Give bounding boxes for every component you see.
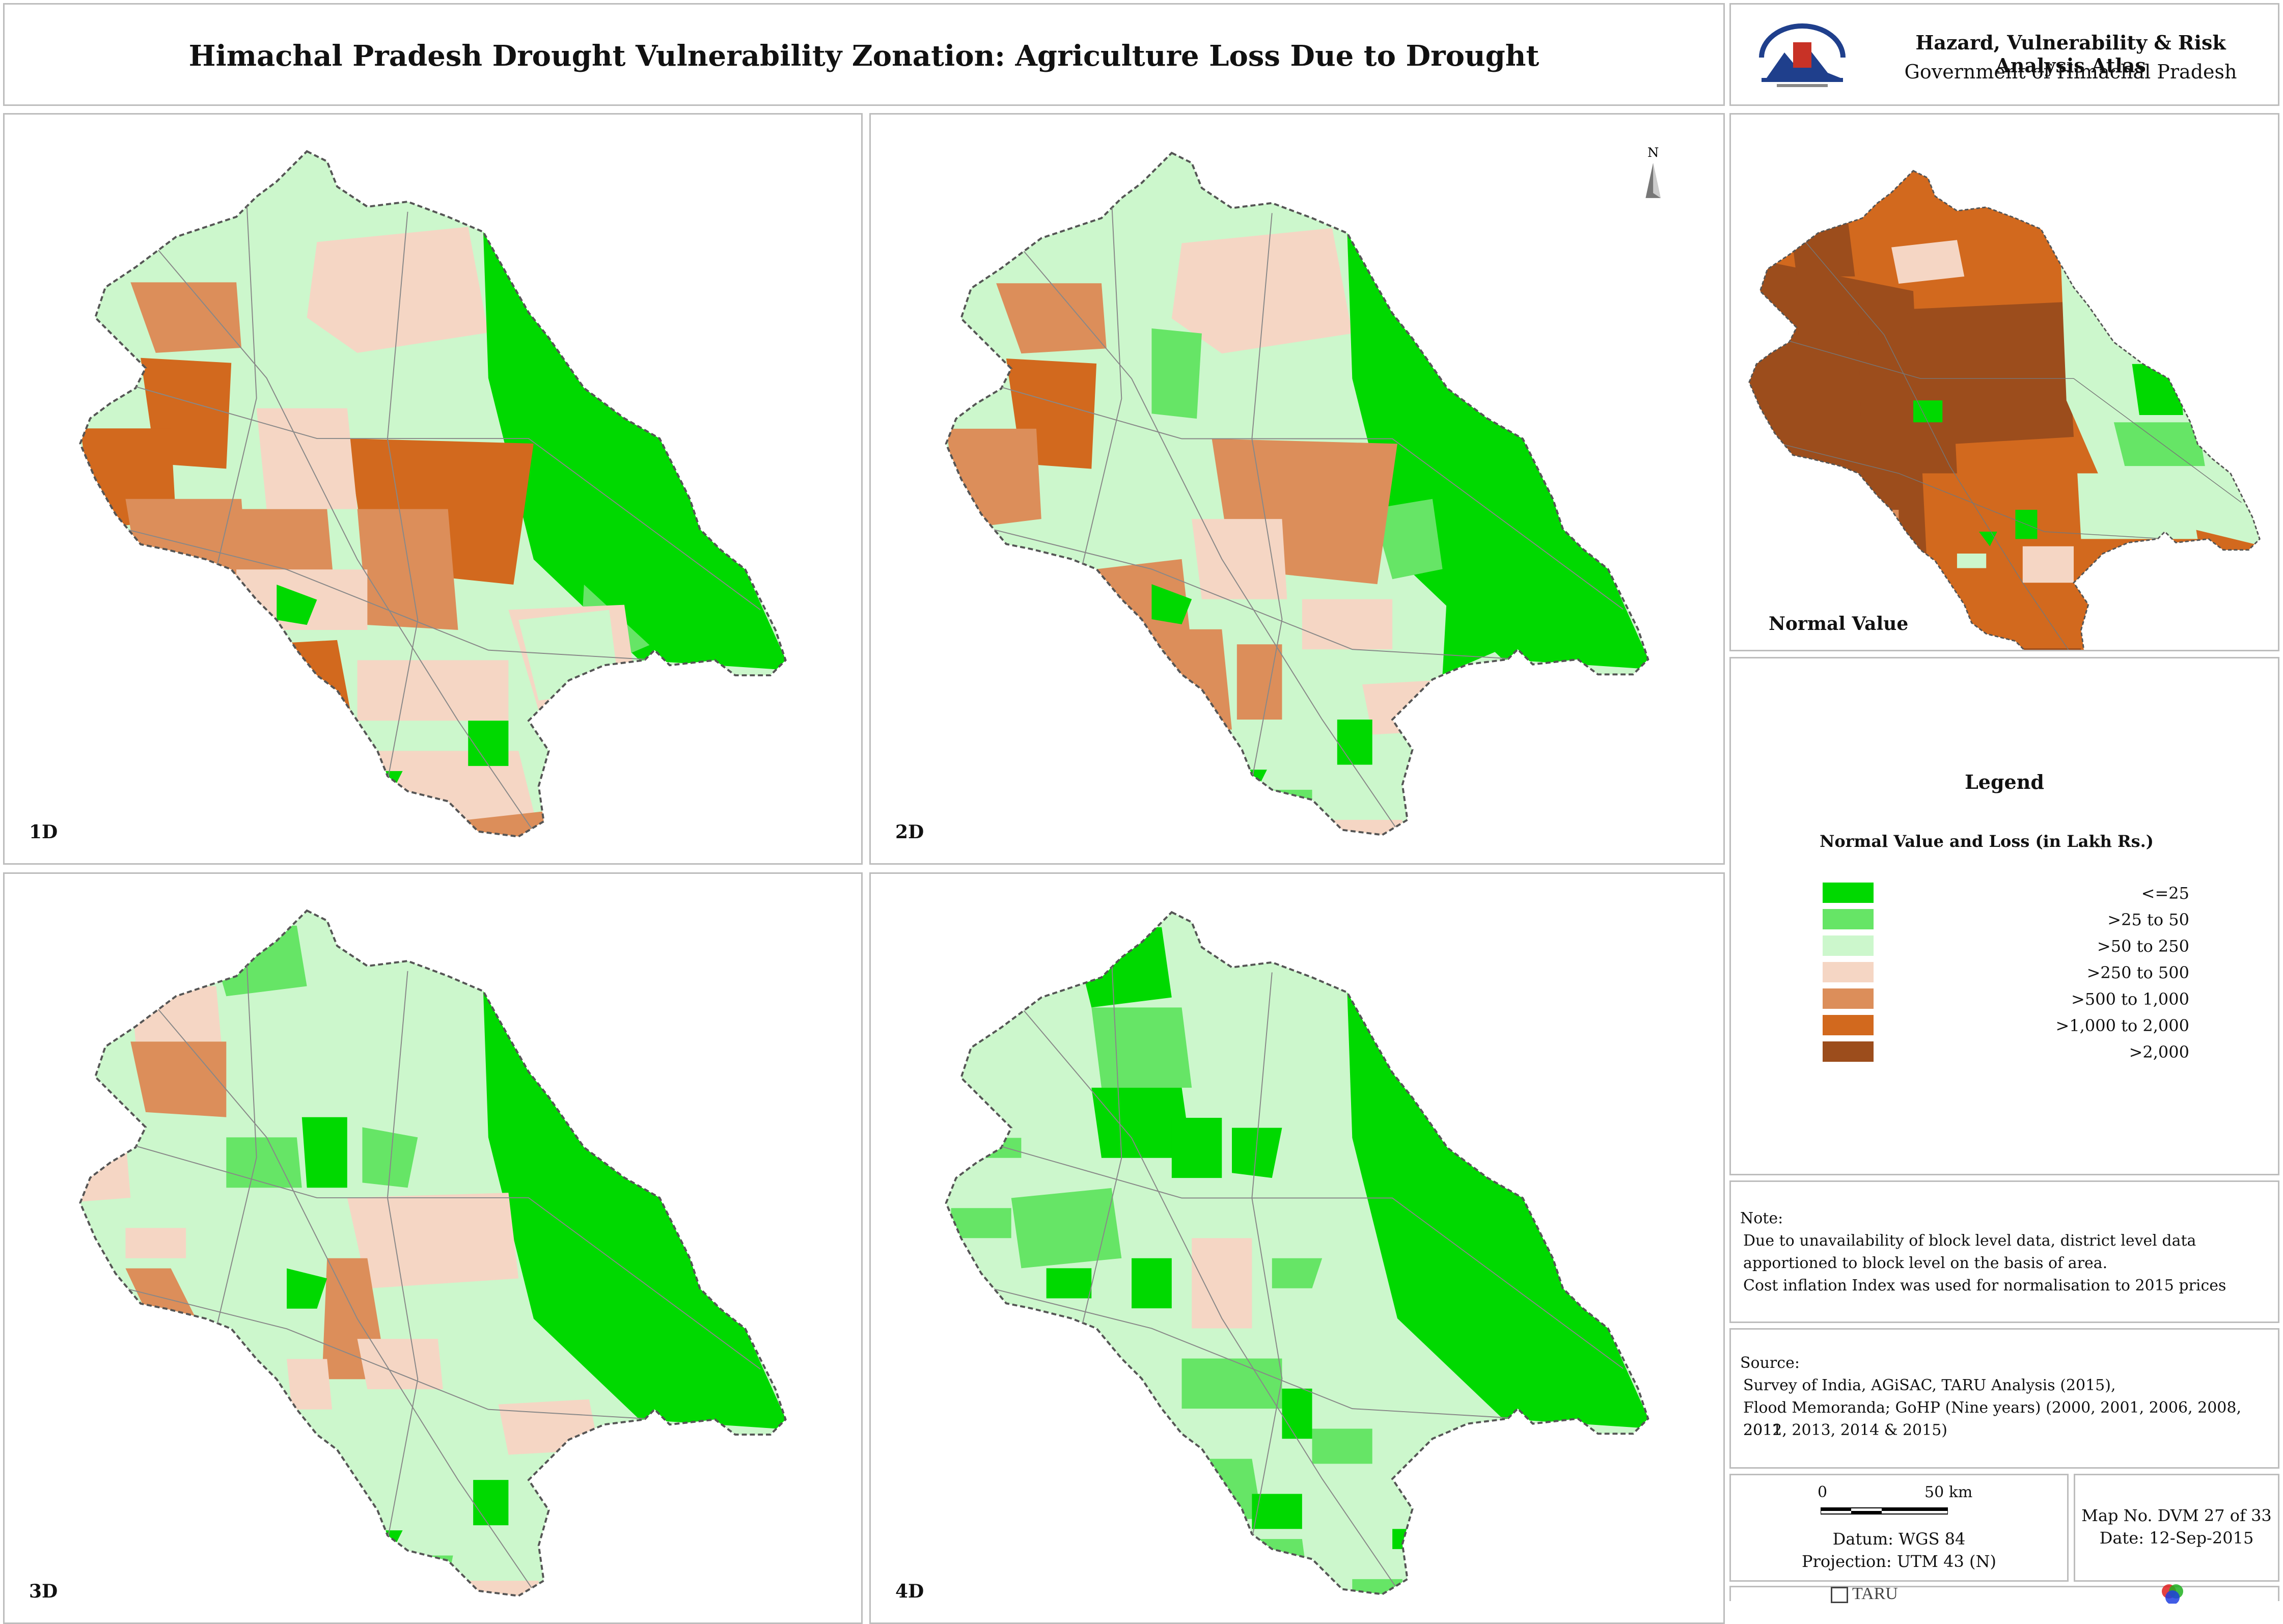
legend-item: >50 to 250 — [1823, 935, 2230, 956]
legend-item: <=25 — [1823, 883, 2230, 903]
map-1d — [79, 150, 787, 838]
map-date: Date: 12-Sep-2015 — [2099, 1528, 2254, 1548]
map-normal-value — [1748, 170, 2261, 650]
legend-item: >500 to 1,000 — [1823, 988, 2230, 1009]
north-label: N — [1647, 145, 1659, 160]
legend-label: >50 to 250 — [2097, 937, 2189, 956]
atlas-title: Hazard, Vulnerability & Risk Analysis At… — [1915, 31, 2226, 77]
map-number: Map No. DVM 27 of 33 — [2081, 1506, 2272, 1525]
note-line: Cost inflation Index was used for normal… — [1743, 1277, 2226, 1295]
note-line: Due to unavailability of block level dat… — [1743, 1232, 2196, 1250]
atlas-subtitle: Government of Himachal Pradesh — [1904, 61, 2237, 83]
map-panel-normal-value: Normal Value — [1729, 113, 2279, 651]
map-panel-1d: 1D — [3, 113, 863, 865]
taru-logo: TARU — [1831, 1584, 1898, 1604]
map-panel-4d: 4D — [869, 872, 1725, 1624]
map-label-2d: 2D — [895, 821, 924, 843]
source-line: Survey of India, AGiSAC, TARU Analysis (… — [1743, 1377, 2116, 1394]
map-title: Himachal Pradesh Drought Vulnerability Z… — [188, 39, 1539, 73]
legend-swatch — [1823, 988, 1874, 1009]
map-panel-3d: 3D — [3, 872, 863, 1624]
map-number-panel: Map No. DVM 27 of 33 Date: 12-Sep-2015 — [2074, 1474, 2279, 1582]
legend-swatch — [1823, 935, 1874, 956]
source-heading: Source: — [1740, 1354, 1800, 1372]
projection-text: Projection: UTM 43 (N) — [1802, 1552, 1996, 1571]
legend-panel: Legend Normal Value and Loss (in Lakh Rs… — [1729, 657, 2279, 1175]
map-4d — [945, 911, 1649, 1595]
scale-distance-label: 50 km — [1924, 1483, 1973, 1501]
legend-title: Legend — [1965, 770, 2044, 793]
map-label-1d: 1D — [29, 821, 58, 843]
legend-item: >1,000 to 2,000 — [1823, 1015, 2230, 1035]
legend-swatch — [1823, 1015, 1874, 1035]
legend-label: >250 to 500 — [2086, 963, 2189, 982]
taru-logo-mark-icon — [1831, 1587, 1848, 1604]
note-line: apportioned to block level on the basis … — [1743, 1254, 2108, 1272]
legend-item: >250 to 500 — [1823, 962, 2230, 982]
himachal-emblem-icon — [1752, 23, 1852, 92]
taru-logo-text: TARU — [1852, 1584, 1898, 1603]
source-line: 2012, 2013, 2014 & 2015) — [1743, 1421, 1948, 1439]
legend-swatch — [1823, 883, 1874, 903]
map-2d: N — [945, 145, 1661, 836]
map-label-normal-value: Normal Value — [1769, 613, 1909, 635]
legend-swatch — [1823, 962, 1874, 982]
legend-swatch — [1823, 1041, 1874, 1062]
map-label-4d: 4D — [895, 1581, 924, 1602]
legend-item: >25 to 50 — [1823, 909, 2230, 929]
rgb-circles-logo-icon — [2162, 1584, 2183, 1604]
note-heading: Note: — [1740, 1209, 1783, 1227]
scale-bar-icon — [1821, 1507, 1948, 1515]
map-3d — [79, 910, 787, 1597]
logo-panel: TARU — [1729, 1584, 2279, 1604]
scale-panel: 0 50 km Datum: WGS 84 Projection: UTM 43… — [1729, 1474, 2069, 1582]
source-line: Flood Memoranda; GoHP (Nine years) (2000… — [1743, 1399, 2242, 1439]
north-arrow-icon — [1645, 162, 1661, 198]
legend-item: >2,000 — [1823, 1041, 2230, 1062]
legend-label: >500 to 1,000 — [2071, 989, 2189, 1009]
legend-label: >25 to 50 — [2107, 910, 2189, 929]
source-panel: Source: Survey of India, AGiSAC, TARU An… — [1729, 1328, 2279, 1469]
datum-text: Datum: WGS 84 — [1832, 1529, 1966, 1549]
legend-subtitle: Normal Value and Loss (in Lakh Rs.) — [1820, 832, 2154, 851]
legend-swatch — [1823, 909, 1874, 929]
map-label-3d: 3D — [29, 1581, 58, 1602]
legend-label: >1,000 to 2,000 — [2055, 1016, 2190, 1035]
atlas-header-panel: Hazard, Vulnerability & Risk Analysis At… — [1729, 3, 2279, 106]
note-panel: Note: Due to unavailability of block lev… — [1729, 1180, 2279, 1323]
map-panel-2d: N 2D — [869, 113, 1725, 865]
legend-label: >2,000 — [2129, 1042, 2189, 1062]
title-panel: Himachal Pradesh Drought Vulnerability Z… — [3, 3, 1725, 106]
scale-zero-label: 0 — [1818, 1483, 1828, 1501]
legend-label: <=25 — [2141, 884, 2189, 903]
